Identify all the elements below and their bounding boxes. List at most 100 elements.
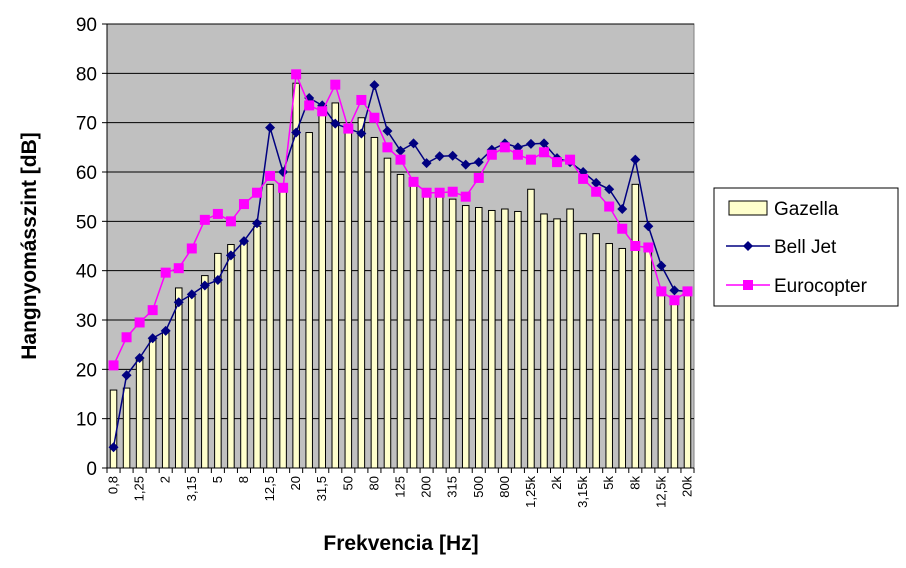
- point: [434, 187, 445, 198]
- axes: [102, 23, 695, 473]
- point: [421, 158, 432, 169]
- bar: [631, 183, 640, 469]
- point: [552, 157, 563, 168]
- bar: [566, 208, 574, 469]
- x-tick-label: 500: [471, 476, 486, 498]
- x-tick-label: 80: [366, 476, 381, 490]
- point: [447, 150, 458, 161]
- point: [134, 317, 145, 328]
- legend: Gazella Bell Jet Eurocopter: [713, 187, 899, 307]
- point: [604, 184, 615, 195]
- x-tick-label: 50: [340, 476, 355, 490]
- bar: [383, 157, 392, 469]
- bar: [514, 210, 522, 469]
- x-tick-label: 800: [497, 476, 512, 498]
- point: [656, 260, 667, 271]
- bar: [318, 112, 326, 469]
- bar: [122, 387, 131, 469]
- bar: [579, 233, 587, 469]
- point: [212, 275, 223, 286]
- point: [330, 79, 341, 90]
- point: [447, 186, 458, 197]
- point: [591, 186, 602, 197]
- point: [108, 360, 119, 371]
- point: [630, 241, 641, 251]
- bar: [670, 299, 679, 469]
- point: [434, 151, 445, 162]
- point: [186, 243, 197, 254]
- y-tick-label: 50: [76, 212, 97, 233]
- point: [408, 176, 419, 187]
- point: [408, 138, 419, 149]
- bar: [188, 294, 196, 469]
- bar: [253, 225, 261, 469]
- point: [199, 280, 210, 291]
- x-tick-label: 20k: [679, 476, 694, 497]
- point: [591, 177, 602, 188]
- bar: [409, 182, 418, 469]
- y-tick-label: 40: [76, 262, 97, 283]
- line-series: [108, 69, 693, 453]
- y-tick-label: 0: [86, 459, 97, 480]
- y-tick-label: 60: [76, 163, 97, 184]
- y-tick-label: 10: [76, 410, 97, 431]
- point: [265, 122, 276, 133]
- bar: [540, 213, 548, 469]
- point: [225, 250, 236, 261]
- bar: [305, 132, 313, 469]
- point: [121, 332, 132, 343]
- point: [578, 173, 589, 184]
- point: [486, 149, 497, 160]
- bar: [618, 247, 627, 469]
- point: [369, 112, 380, 123]
- x-tick-label: 12,5: [262, 476, 277, 501]
- x-tick-label: 125: [393, 476, 408, 498]
- bar: [475, 207, 483, 469]
- bar: [501, 208, 509, 469]
- bar: [331, 102, 340, 469]
- point: [108, 442, 119, 453]
- point: [630, 154, 641, 165]
- legend-swatch-gazella: [728, 200, 768, 216]
- point: [186, 289, 197, 300]
- point: [160, 325, 171, 336]
- point: [225, 216, 236, 227]
- y-axis-title: Hangnyomásszint [dB]: [18, 132, 41, 360]
- point: [382, 142, 393, 153]
- point: [382, 126, 393, 137]
- x-tick-label: 3,15: [184, 476, 199, 501]
- point: [669, 285, 680, 296]
- legend-label-gazella: Gazella: [774, 199, 839, 220]
- x-tick-label: 8: [236, 476, 251, 483]
- x-tick-label: 1,25k: [523, 476, 538, 508]
- bar: [396, 173, 405, 469]
- point: [356, 128, 367, 139]
- point: [121, 370, 132, 381]
- bar: [422, 188, 431, 469]
- bar: [683, 292, 692, 469]
- point: [343, 123, 354, 134]
- bar: [644, 245, 653, 469]
- point: [173, 263, 184, 274]
- bar: [240, 240, 248, 469]
- point: [525, 138, 536, 149]
- point: [643, 221, 654, 232]
- y-tick-label: 80: [76, 64, 97, 85]
- y-tick-label: 70: [76, 114, 97, 135]
- y-tick-label: 30: [76, 311, 97, 332]
- bar: [161, 329, 170, 469]
- bar: [148, 339, 157, 469]
- point: [291, 127, 302, 138]
- bar: [109, 389, 118, 469]
- point: [538, 138, 549, 149]
- bar: [605, 243, 613, 469]
- point: [395, 145, 406, 156]
- x-tick-label: 5: [210, 476, 225, 483]
- point: [395, 154, 406, 165]
- point: [212, 208, 223, 219]
- x-tick-label: 8k: [627, 476, 642, 490]
- point: [669, 295, 680, 306]
- point: [265, 170, 276, 181]
- legend-label-eurocopter: Eurocopter: [774, 276, 868, 297]
